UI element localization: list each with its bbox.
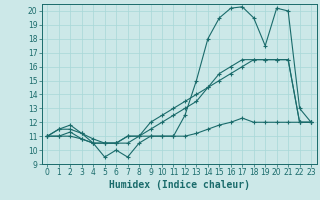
X-axis label: Humidex (Indice chaleur): Humidex (Indice chaleur) xyxy=(109,180,250,190)
